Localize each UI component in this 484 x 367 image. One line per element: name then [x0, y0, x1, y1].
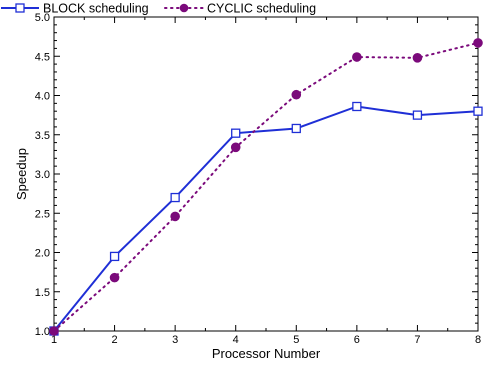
legend-marker-block [15, 3, 25, 13]
legend: BLOCK scheduling CYCLIC scheduling [1, 2, 316, 16]
x-tick-label: 3 [172, 334, 178, 346]
cyclic-point [412, 53, 423, 63]
x-tick-label: 6 [354, 334, 360, 346]
series-layer [49, 38, 483, 336]
block-series [49, 101, 483, 336]
legend-marker-cyclic [179, 3, 189, 13]
cyclic-point [291, 89, 302, 100]
block-point [291, 123, 301, 134]
x-tick-label: 2 [112, 334, 118, 346]
cyclic-line [53, 41, 479, 332]
x-tick-label: 4 [233, 334, 239, 346]
legend-item-cyclic: CYCLIC scheduling [164, 2, 316, 16]
y-axis-label: Speedup [14, 148, 29, 200]
block-line [53, 105, 479, 332]
y-tick-label: 2.5 [35, 208, 50, 220]
y-tick-label: 4.5 [35, 51, 50, 63]
y-tick-label: 2.0 [35, 248, 50, 260]
block-point [109, 251, 120, 262]
cyclic-point [473, 38, 483, 48]
legend-label-block: BLOCK scheduling [43, 2, 149, 16]
block-point [473, 106, 483, 116]
cyclic-point [170, 211, 180, 222]
y-tick-label: 4.0 [35, 91, 50, 103]
y-tick-label: 3.5 [35, 130, 50, 142]
x-tick-label: 5 [293, 334, 299, 346]
axis-ticks: 1 2 3 4 5 6 7 8 1.0 1.5 2.0 2.5 3.0 3.5 4.0 4.5 5.0 [35, 12, 481, 346]
block-point [170, 192, 180, 203]
x-axis-label: Processor Number [212, 346, 321, 361]
cyclic-point [49, 326, 59, 336]
y-tick-label: 5.0 [35, 12, 50, 24]
y-tick-label: 1.5 [35, 287, 50, 299]
x-tick-label: 7 [414, 334, 420, 346]
legend-label-cyclic: CYCLIC scheduling [207, 2, 316, 16]
y-tick-label: 3.0 [35, 169, 50, 181]
block-point [352, 101, 362, 112]
legend-item-block: BLOCK scheduling [1, 2, 149, 16]
x-tick-label: 1 [51, 334, 57, 346]
cyclic-point [230, 142, 241, 153]
plot-frame [53, 16, 479, 332]
cyclic-series [49, 38, 483, 336]
x-tick-label: 8 [475, 334, 481, 346]
y-tick-label: 1.0 [35, 326, 50, 338]
cyclic-point [352, 52, 362, 62]
cyclic-point [109, 272, 120, 283]
block-point [412, 110, 423, 120]
block-point [231, 128, 241, 138]
